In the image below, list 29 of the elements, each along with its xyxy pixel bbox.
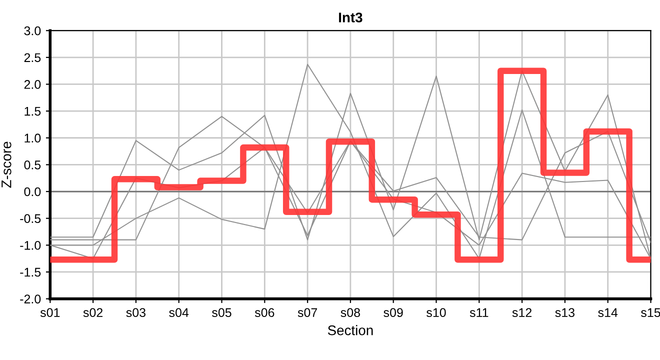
y-tick-label: -0.5 <box>20 214 41 223</box>
x-tick-label: s01 <box>40 308 60 318</box>
x-tick-label: s05 <box>212 308 232 318</box>
y-tick-label: 1.0 <box>24 134 41 143</box>
x-tick-label: s03 <box>126 308 146 318</box>
x-tick-label: s11 <box>470 308 488 318</box>
x-tick-label: s09 <box>384 308 403 318</box>
y-tick-label: 2.0 <box>24 80 41 89</box>
x-tick-label: s02 <box>83 308 103 318</box>
y-tick-label: -1.0 <box>20 240 41 250</box>
x-tick-label: s08 <box>340 308 360 318</box>
x-tick-label: s07 <box>298 308 318 318</box>
y-tick-label: 3.0 <box>24 26 41 36</box>
x-tick-label: s06 <box>254 308 274 318</box>
y-tick-label: 0.0 <box>24 187 41 196</box>
y-tick-label: 0.5 <box>24 160 41 170</box>
y-axis-title: Z-score <box>2 142 12 188</box>
y-tick-label: 1.5 <box>24 106 41 116</box>
y-tick-label: -1.5 <box>20 268 41 277</box>
chart-title: Int3 <box>339 12 362 22</box>
y-tick-label: 2.5 <box>24 53 41 62</box>
x-axis-title: Section <box>328 325 373 336</box>
x-tick-label: s04 <box>169 308 189 318</box>
x-tick-label: s14 <box>598 308 618 318</box>
y-tick-label: -2.0 <box>20 294 41 304</box>
x-tick-label: s10 <box>426 308 446 318</box>
x-tick-label: s15 <box>641 308 660 318</box>
x-tick-label: s13 <box>555 308 574 318</box>
x-tick-label: s12 <box>512 308 532 318</box>
